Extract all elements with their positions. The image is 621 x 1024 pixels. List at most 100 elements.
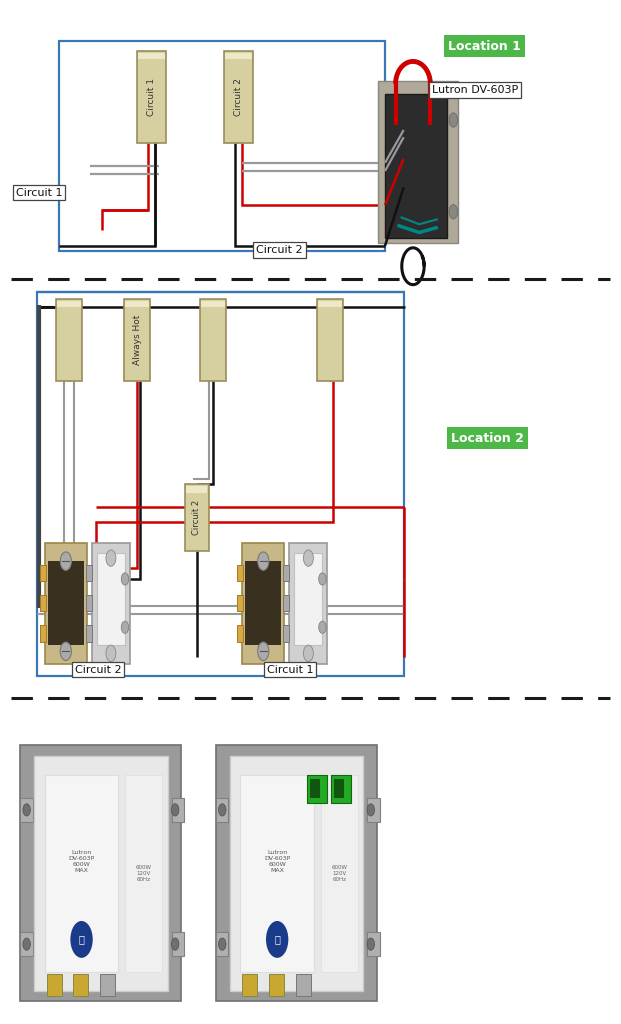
Text: Circuit 2: Circuit 2 [193,500,201,536]
Circle shape [219,938,226,950]
Bar [92,543,130,664]
Bar [40,595,46,611]
Bar [242,974,257,996]
Bar [86,595,92,611]
Circle shape [266,921,288,957]
Text: Circuit 2: Circuit 2 [234,79,243,116]
Circle shape [23,804,30,816]
Bar [245,561,281,645]
Bar [47,974,61,996]
Bar [40,565,46,582]
Bar [317,299,343,381]
Bar [48,561,84,645]
Bar [283,565,289,582]
Bar [216,932,229,956]
Bar [320,774,358,973]
Circle shape [304,645,314,662]
Bar [237,595,243,611]
Bar [240,774,314,973]
Circle shape [23,938,30,950]
Circle shape [70,921,93,957]
Bar [283,595,289,611]
Bar [172,932,184,956]
Bar [20,932,33,956]
Bar [333,779,345,798]
Bar [307,774,327,803]
Text: Circuit 1: Circuit 1 [267,665,313,675]
Bar [385,94,447,238]
Bar [57,301,81,307]
Bar [125,774,162,973]
Text: Circuit 1: Circuit 1 [147,78,156,117]
Bar [289,543,327,664]
Text: Lutron
DV-603P
600W
MAX: Lutron DV-603P 600W MAX [264,850,290,873]
Circle shape [121,622,129,634]
Bar [20,745,181,1001]
Bar [237,565,243,582]
Bar [230,756,363,991]
Text: Lutron DV-603P: Lutron DV-603P [432,85,518,95]
Circle shape [219,804,226,816]
Bar [56,299,82,381]
Circle shape [319,572,326,585]
Circle shape [171,804,179,816]
Bar [34,756,168,991]
Bar [224,51,253,143]
Bar [172,798,184,821]
Bar [125,301,149,307]
Bar [86,565,92,582]
Circle shape [304,550,314,566]
Bar [45,543,87,664]
Bar [378,81,458,243]
Bar [331,774,351,803]
Bar [185,484,209,551]
Bar [368,798,379,821]
Circle shape [106,550,116,566]
Bar [216,745,377,1001]
Text: Circuit 2: Circuit 2 [256,245,303,255]
Bar [283,625,289,641]
Bar [73,974,88,996]
Bar [242,543,284,664]
Text: Lutron
DV-603P
600W
MAX: Lutron DV-603P 600W MAX [68,850,94,873]
Circle shape [449,113,458,127]
Bar [318,301,342,307]
Text: Ⓛ: Ⓛ [79,935,84,944]
Bar [45,774,118,973]
Circle shape [106,645,116,662]
Circle shape [121,572,129,585]
Bar [86,625,92,641]
Text: Location 1: Location 1 [448,40,521,52]
Bar [20,798,33,821]
Bar [225,53,252,59]
Bar [201,301,225,307]
Bar [200,299,226,381]
Bar [97,553,125,645]
Circle shape [171,938,179,950]
Text: Location 2: Location 2 [451,432,524,444]
Circle shape [258,642,269,660]
Bar [138,53,165,59]
Bar [40,625,46,641]
Bar [237,625,243,641]
Bar [310,779,320,798]
Text: Circuit 2: Circuit 2 [75,665,122,675]
Text: Circuit 1: Circuit 1 [16,187,62,198]
Text: 600W
120V
60Hz: 600W 120V 60Hz [135,865,152,882]
Circle shape [367,938,374,950]
Circle shape [258,552,269,570]
Bar [137,51,166,143]
Bar [37,292,404,676]
Text: 600W
120V
60Hz: 600W 120V 60Hz [331,865,347,882]
Bar [100,974,115,996]
Bar [124,299,150,381]
Bar [296,974,310,996]
Bar [186,486,207,493]
Circle shape [60,552,71,570]
Bar [269,974,284,996]
Circle shape [449,205,458,219]
Bar [216,798,229,821]
Circle shape [60,642,71,660]
Bar [59,41,385,251]
Text: Always Hot: Always Hot [133,314,142,366]
